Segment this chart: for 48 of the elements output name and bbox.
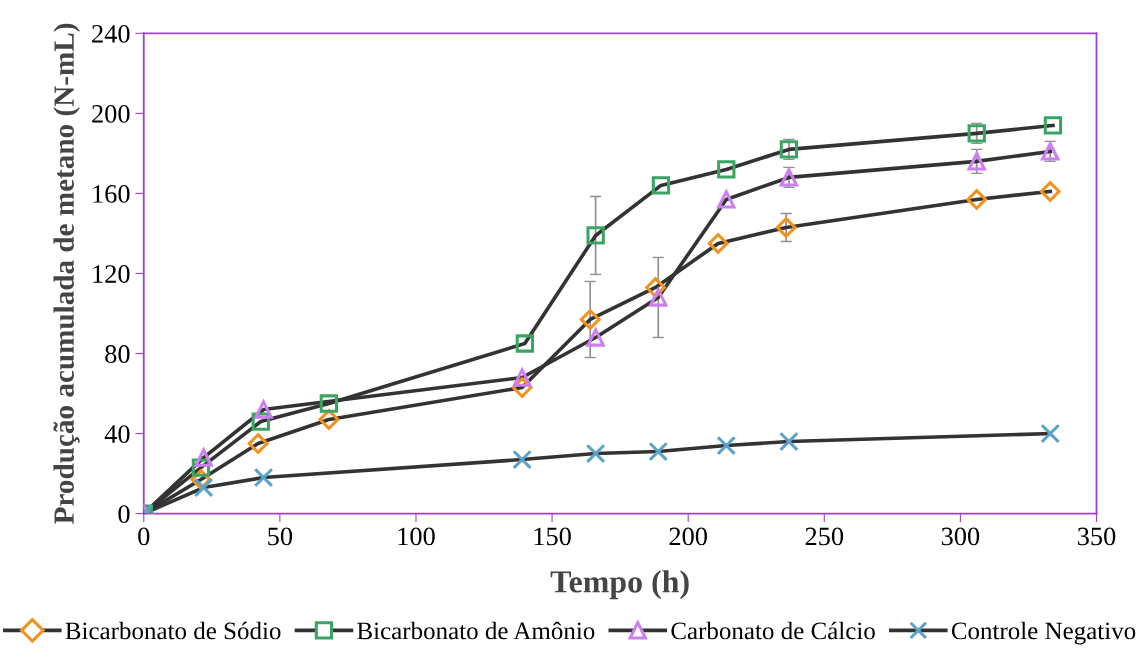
x-tick-label: 50	[268, 527, 293, 546]
y-tick-label: 160	[93, 185, 130, 203]
point	[779, 431, 799, 452]
legend-label: Bicarbonato de Sódio	[65, 621, 281, 640]
legend-label: Carbonato de Cálcio	[671, 621, 875, 640]
y-tick-label: 0	[118, 505, 130, 524]
x-tick-label: 350	[1077, 527, 1116, 546]
point	[775, 217, 797, 238]
point	[579, 309, 601, 330]
y-tick-label: 200	[92, 105, 130, 123]
y-tick-label: 240	[92, 24, 130, 43]
point	[1040, 423, 1061, 444]
point	[585, 443, 606, 464]
y-tick-label: 40	[104, 425, 130, 443]
x-tick-label: 300	[941, 527, 980, 546]
point	[194, 448, 213, 467]
point	[1043, 116, 1063, 135]
x-tick-label: 0	[138, 527, 150, 546]
point	[649, 288, 668, 307]
y-axis-title: Produção acumulada de metano (N-mL)	[53, 23, 80, 524]
point	[586, 328, 605, 347]
x-tick-label: 250	[805, 527, 844, 546]
point	[1039, 181, 1061, 202]
legend-label: Controle Negativo	[951, 621, 1136, 645]
point	[651, 176, 671, 195]
x-tick-label: 100	[398, 527, 435, 546]
point	[247, 433, 269, 454]
point	[717, 190, 736, 209]
legend-label: Bicarbonato de Amônio	[357, 621, 595, 640]
point	[648, 441, 669, 462]
point	[717, 160, 736, 179]
point	[319, 394, 339, 413]
y-tick-label: 120	[93, 265, 130, 283]
point	[254, 400, 273, 419]
point	[193, 477, 214, 498]
point	[512, 368, 532, 387]
point	[966, 189, 988, 210]
x-axis-title: Tempo (h)	[550, 570, 689, 600]
point	[586, 226, 605, 245]
point	[716, 435, 737, 456]
point	[707, 233, 729, 254]
x-tick-label: 150	[534, 527, 571, 546]
point	[515, 334, 535, 353]
y-tick-label: 80	[105, 345, 130, 363]
x-tick-label: 200	[669, 527, 707, 546]
point	[967, 152, 986, 171]
point	[512, 449, 532, 470]
point	[253, 467, 274, 488]
